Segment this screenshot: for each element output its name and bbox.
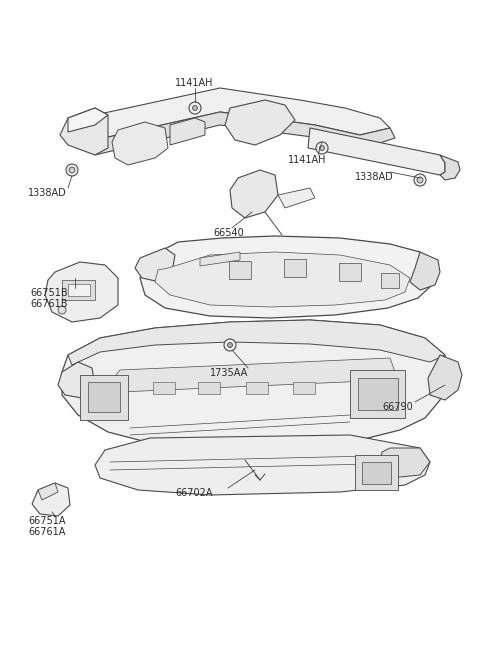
Polygon shape: [60, 108, 108, 155]
Polygon shape: [440, 155, 460, 180]
Text: 66540: 66540: [213, 228, 244, 238]
Polygon shape: [358, 378, 398, 410]
Circle shape: [58, 306, 66, 314]
Polygon shape: [135, 248, 175, 282]
Text: 66761A: 66761A: [28, 527, 65, 537]
Polygon shape: [68, 320, 445, 365]
Polygon shape: [230, 170, 278, 218]
Polygon shape: [428, 355, 462, 400]
Polygon shape: [58, 362, 95, 398]
Bar: [339, 263, 361, 281]
Polygon shape: [350, 370, 405, 418]
Polygon shape: [380, 448, 430, 478]
Polygon shape: [88, 382, 120, 412]
Text: 1338AD: 1338AD: [28, 188, 67, 198]
Polygon shape: [95, 88, 390, 140]
Polygon shape: [95, 112, 395, 155]
Polygon shape: [68, 108, 108, 132]
Polygon shape: [38, 483, 58, 500]
Polygon shape: [32, 483, 70, 516]
Polygon shape: [95, 435, 430, 495]
Bar: [381, 273, 399, 288]
Circle shape: [224, 339, 236, 351]
Polygon shape: [62, 320, 448, 450]
Polygon shape: [200, 252, 240, 266]
Circle shape: [228, 343, 232, 348]
Polygon shape: [170, 118, 205, 145]
Bar: [284, 259, 306, 277]
Bar: [293, 382, 315, 394]
Polygon shape: [112, 122, 168, 165]
Circle shape: [66, 164, 78, 176]
Polygon shape: [355, 455, 398, 490]
Circle shape: [316, 142, 328, 154]
Circle shape: [189, 102, 201, 114]
Circle shape: [417, 177, 423, 183]
Polygon shape: [62, 280, 95, 300]
Text: 66790: 66790: [382, 402, 413, 412]
Text: 66702A: 66702A: [175, 488, 213, 498]
Text: 66761B: 66761B: [30, 299, 68, 309]
Circle shape: [414, 174, 426, 186]
Polygon shape: [410, 252, 440, 290]
Text: 1735AA: 1735AA: [210, 368, 248, 378]
Circle shape: [192, 105, 197, 111]
Polygon shape: [68, 284, 90, 296]
Text: 66751B: 66751B: [30, 288, 68, 298]
Bar: [153, 382, 175, 394]
Text: 1338AD: 1338AD: [355, 172, 394, 182]
Polygon shape: [80, 375, 128, 420]
Bar: [229, 261, 251, 279]
Polygon shape: [140, 236, 435, 318]
Text: 66751A: 66751A: [28, 516, 65, 526]
Text: 1141AH: 1141AH: [288, 155, 326, 165]
Bar: [246, 382, 268, 394]
Polygon shape: [225, 100, 295, 145]
Polygon shape: [155, 252, 410, 307]
Text: 1141AH: 1141AH: [175, 78, 214, 88]
Bar: [198, 382, 220, 394]
Polygon shape: [278, 188, 315, 208]
Polygon shape: [362, 462, 391, 484]
Circle shape: [320, 145, 324, 151]
Circle shape: [69, 167, 75, 173]
Polygon shape: [308, 128, 445, 175]
Polygon shape: [45, 262, 118, 322]
Polygon shape: [112, 358, 395, 392]
